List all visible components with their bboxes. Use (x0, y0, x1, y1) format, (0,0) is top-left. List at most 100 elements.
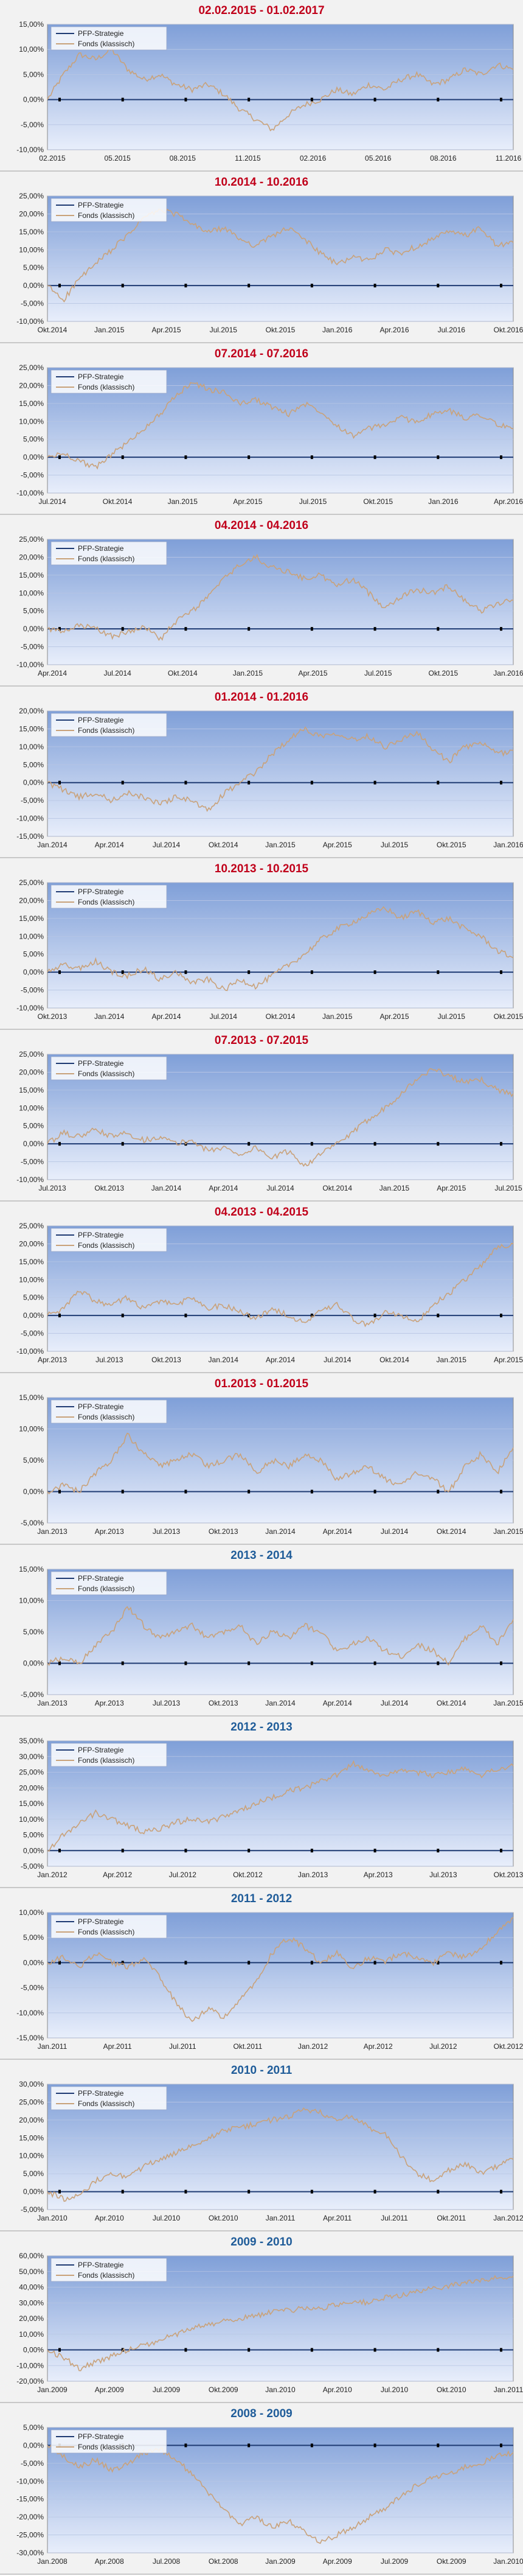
series-marker-pfp (58, 1142, 61, 1146)
x-tick-label: Apr.2015 (323, 841, 352, 849)
legend: PFP-Strategie Fonds (klassisch) (50, 2258, 167, 2282)
x-tick-label: Jan.2009 (37, 2385, 68, 2394)
chart-title: 2008 - 2009 (230, 2407, 293, 2420)
legend-label-pfp: PFP-Strategie (78, 1746, 124, 1754)
series-marker-pfp (248, 2443, 251, 2448)
x-tick-label: Apr.2014 (323, 1699, 352, 1707)
legend: PFP-Strategie Fonds (klassisch) (50, 884, 167, 909)
x-tick-label: Apr.2014 (266, 1356, 295, 1364)
x-tick-label: Jul.2013 (153, 1527, 181, 1536)
x-tick-label: Okt.2015 (494, 1012, 523, 1021)
y-tick-label: 20,00% (19, 381, 44, 390)
legend-label-pfp: PFP-Strategie (78, 1402, 124, 1411)
y-tick-label: 20,00% (19, 209, 44, 218)
y-tick-label: 5,00% (23, 1933, 44, 1942)
x-tick-label: Apr.2013 (95, 1527, 124, 1536)
y-tick-label: 5,00% (23, 1293, 44, 1302)
series-marker-pfp (248, 1849, 251, 1853)
y-tick-label: 30,00% (19, 1752, 44, 1761)
legend-label-fonds: Fonds (klassisch) (78, 211, 134, 220)
x-tick-label: Jan.2013 (37, 1527, 68, 1536)
series-marker-pfp (500, 1489, 502, 1494)
x-tick-label: Apr.2016 (494, 497, 523, 506)
y-tick-label: 0,00% (23, 1958, 44, 1967)
x-tick-label: Jan.2015 (233, 669, 263, 677)
legend-box (50, 198, 167, 222)
series-marker-pfp (373, 780, 376, 785)
chart-panel: 02.02.2015 - 01.02.2017 15,00% 10,00% 5,00%… (0, 0, 523, 172)
legend-box (50, 884, 167, 909)
x-tick-label: Apr.2014 (38, 669, 67, 677)
chart-panel: 04.2014 - 04.2016 25,00% 20,00% 15,00% 10,00… (0, 515, 523, 687)
series-line-fonds (47, 726, 514, 813)
y-tick-label: 10,00% (19, 2152, 44, 2160)
series-marker-pfp (437, 2443, 440, 2448)
x-tick-label: Jan.2014 (265, 1699, 296, 1707)
y-tick-label: -5,00% (21, 299, 44, 308)
y-tick-label: 0,00% (23, 453, 44, 461)
x-tick-label: Jul.2013 (429, 1871, 457, 1879)
series-line-fonds (47, 2275, 514, 2371)
x-tick-label: Jan.2015 (493, 1699, 523, 1707)
series-marker-pfp (121, 455, 124, 460)
legend-label-pfp: PFP-Strategie (78, 2432, 124, 2441)
chart-panel: 2013 - 2014 15,00% 10,00% 5,00% 0,00% -5,00% J… (0, 1545, 523, 1717)
series-marker-pfp (437, 970, 440, 975)
series-line-fonds (47, 1760, 514, 1852)
legend-box (50, 1228, 167, 1252)
series-marker-pfp (373, 1849, 376, 1853)
x-tick-label: Jan.2016 (428, 497, 459, 506)
x-tick-label: Okt.2013 (209, 1527, 238, 1536)
chart-title: 10.2013 - 10.2015 (214, 863, 309, 875)
y-tick-label: 0,00% (23, 1311, 44, 1320)
x-tick-label: Okt.2014 (322, 1184, 352, 1192)
series-line-fonds (47, 1917, 514, 2022)
series-marker-pfp (121, 284, 124, 288)
legend-label-pfp: PFP-Strategie (78, 373, 124, 381)
x-tick-label: Jul.2009 (153, 2385, 181, 2394)
chart-panel: 2011 - 2012 10,00% 5,00% 0,00% -5,00% -10,00%… (0, 1888, 523, 2060)
x-tick-label: Jan.2014 (94, 1012, 125, 1021)
y-tick-label: -10,00% (16, 145, 44, 154)
series-marker-pfp (437, 455, 440, 460)
x-tick-label: Apr.2009 (323, 2557, 352, 2566)
x-tick-label: Jan.2015 (379, 1184, 410, 1192)
series-marker-pfp (373, 627, 376, 631)
series-marker-pfp (437, 97, 440, 102)
y-tick-label: 25,00% (19, 363, 44, 372)
x-tick-label: Jul.2016 (438, 326, 466, 334)
x-tick-label: Jan.2013 (298, 1871, 328, 1879)
y-tick-label: 25,00% (19, 878, 44, 887)
series-marker-pfp (58, 1314, 61, 1318)
line-chart: 25,00% 20,00% 15,00% 10,00% 5,00% 0,00% -5,00%… (16, 535, 523, 677)
series-line-fonds (47, 2107, 514, 2202)
series-marker-pfp (500, 1849, 502, 1853)
x-tick-label: Jul.2013 (95, 1356, 123, 1364)
y-tick-label: 10,00% (19, 932, 44, 940)
series-marker-pfp (184, 2443, 187, 2448)
y-tick-label: 10,00% (19, 1425, 44, 1433)
series-marker-pfp (310, 1314, 313, 1318)
x-tick-label: Jan.2016 (493, 669, 523, 677)
chart-panel: 2010 - 2011 30,00% 25,00% 20,00% 15,00% 10,00… (0, 2060, 523, 2231)
y-tick-label: -10,00% (16, 489, 44, 497)
x-tick-label: Jan.2014 (209, 1356, 239, 1364)
x-tick-label: Jul.2014 (103, 669, 131, 677)
x-tick-label: Jul.2013 (153, 1699, 181, 1707)
x-tick-label: Jan.2015 (322, 1012, 353, 1021)
legend-label-fonds: Fonds (klassisch) (78, 2099, 134, 2108)
series-marker-pfp (310, 1961, 313, 1965)
legend-label-pfp: PFP-Strategie (78, 2089, 124, 2098)
series-marker-pfp (248, 627, 251, 631)
line-chart: 25,00% 20,00% 15,00% 10,00% 5,00% 0,00% -5,00%… (16, 192, 523, 334)
series-marker-pfp (121, 627, 124, 631)
x-tick-label: Jan.2013 (37, 1699, 68, 1707)
y-tick-label: -10,00% (16, 1347, 44, 1356)
y-tick-label: -20,00% (16, 2377, 44, 2385)
y-tick-label: 0,00% (23, 2346, 44, 2354)
series-marker-pfp (248, 97, 251, 102)
y-tick-label: 0,00% (23, 281, 44, 290)
x-tick-label: Jan.2014 (37, 841, 68, 849)
series-marker-pfp (373, 2443, 376, 2448)
line-chart: 15,00% 10,00% 5,00% 0,00% -5,00%Jan.2013 Apr.… (19, 1393, 523, 1536)
